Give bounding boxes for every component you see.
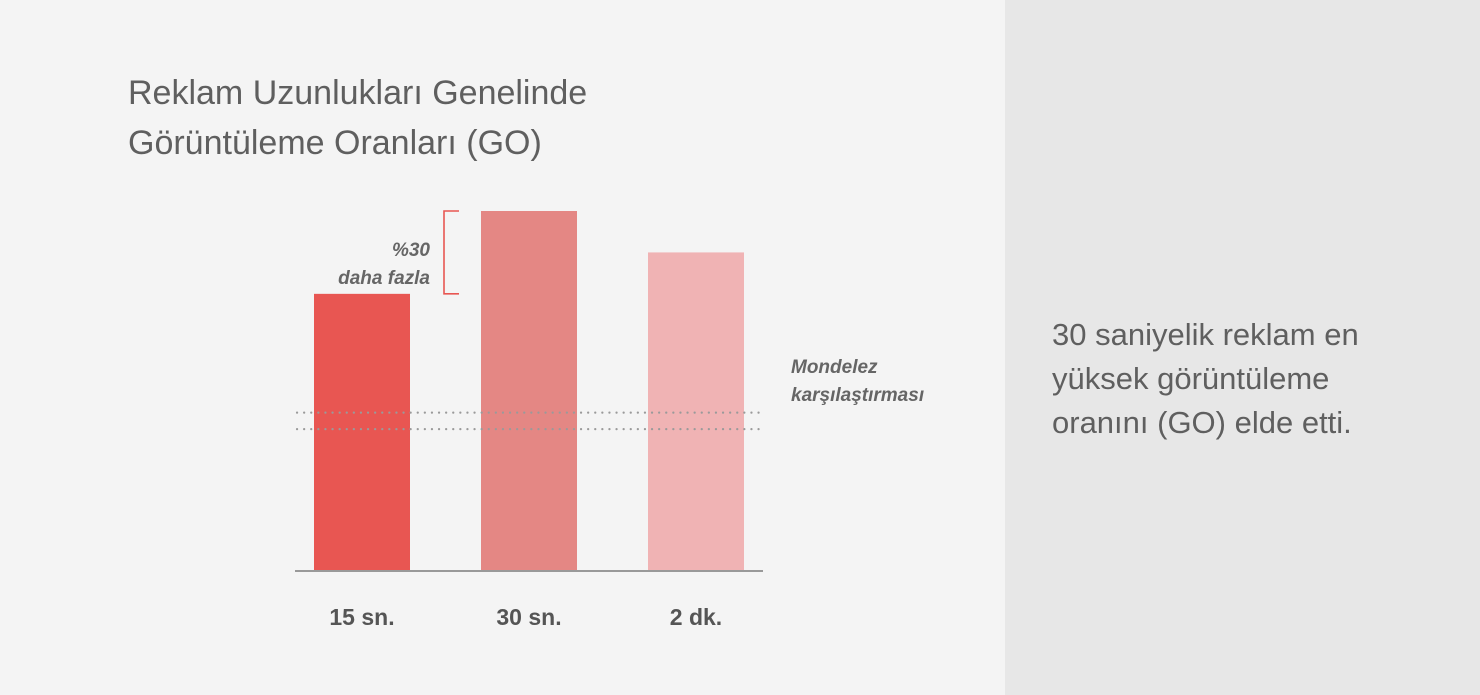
bar-1 xyxy=(314,293,410,570)
chart-title: Reklam Uzunlukları Genelinde Görüntüleme… xyxy=(128,68,828,168)
benchmark-label-line-1: Mondelez xyxy=(791,357,878,378)
summary-line-2: yüksek görüntüleme xyxy=(1052,361,1330,396)
summary-panel xyxy=(1005,0,1480,695)
bar-2 xyxy=(481,211,577,570)
bar-3 xyxy=(648,252,744,570)
annotation-label-line-1: %30 xyxy=(392,240,430,261)
chart-title-line-2: Görüntüleme Oranları (GO) xyxy=(128,124,542,162)
summary-line-1: 30 saniyelik reklam en xyxy=(1052,317,1359,352)
chart-title-line-1: Reklam Uzunlukları Genelinde xyxy=(128,74,588,112)
benchmark-label-line-2: karşılaştırması xyxy=(791,385,924,406)
bars-layer xyxy=(314,211,744,570)
difference-bracket xyxy=(443,210,459,295)
category-labels: 15 sn. 30 sn. 2 dk. xyxy=(329,604,722,630)
summary-line-3: oranını (GO) elde etti. xyxy=(1052,405,1352,440)
summary-text: 30 saniyelik reklam en yüksek görüntülem… xyxy=(1052,313,1432,445)
benchmark-lines xyxy=(295,411,764,431)
category-label-1: 15 sn. xyxy=(329,604,394,630)
category-label-3: 2 dk. xyxy=(670,604,722,630)
bar-chart: 15 sn. 30 sn. 2 dk. %30 daha fazla Mondele… xyxy=(295,210,924,630)
category-label-2: 30 sn. xyxy=(496,604,561,630)
annotation-label-line-2: daha fazla xyxy=(338,268,430,289)
